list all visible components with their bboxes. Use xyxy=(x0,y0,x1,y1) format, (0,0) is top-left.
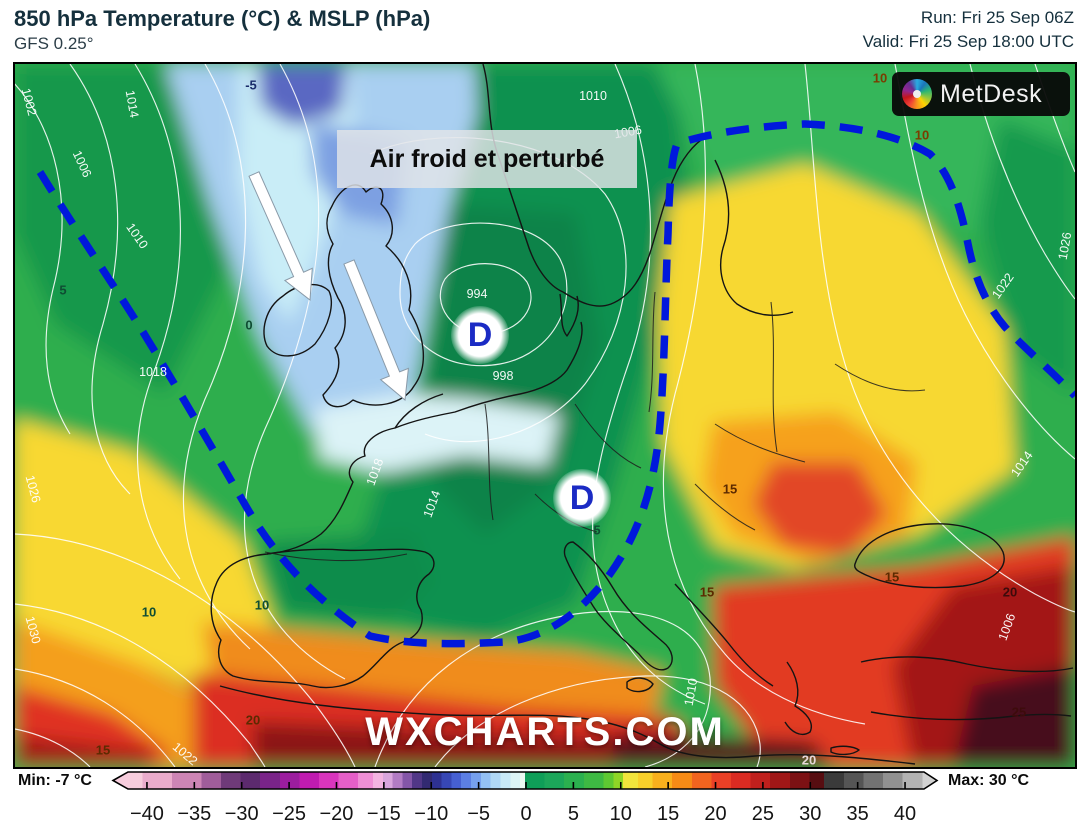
colorbar-tick-label: −25 xyxy=(272,803,306,825)
weather-map: 1002 1014 1006 1010 1018 1026 1030 1022 1018 1014… xyxy=(13,62,1077,769)
page-title: 850 hPa Temperature (°C) & MSLP (hPa) xyxy=(14,6,431,31)
coastlines xyxy=(210,64,1074,765)
colorbar-tick-label: 5 xyxy=(568,803,579,825)
country-borders xyxy=(264,291,926,562)
run-valid-info: Run: Fri 25 Sep 06Z Valid: Fri 25 Sep 18… xyxy=(863,6,1074,54)
colorbar-tick-label: −5 xyxy=(467,803,490,825)
colorbar-min-label: Min: -7 °C xyxy=(18,772,92,789)
colorbar-tick-label: 40 xyxy=(894,803,916,825)
annotation-box: Air froid et perturbé xyxy=(337,130,637,188)
cold-air-arrow-icon xyxy=(248,171,313,301)
low-pressure-marker: D xyxy=(451,306,509,364)
pinwheel-icon xyxy=(902,79,932,109)
colorbar-tick-label: 15 xyxy=(657,803,679,825)
low-pressure-letter: D xyxy=(569,478,595,517)
colorbar-tick-label: −35 xyxy=(177,803,211,825)
colorbar-tick-label: −40 xyxy=(130,803,164,825)
colorbar-bar xyxy=(111,771,939,790)
colorbar-max-label: Max: 30 °C xyxy=(948,772,1030,789)
colorbar-tick-label: 10 xyxy=(610,803,632,825)
colorbar-tick-label: −15 xyxy=(367,803,401,825)
colorbar-tick-label: 20 xyxy=(704,803,726,825)
metdesk-logo: MetDesk xyxy=(892,72,1070,116)
valid-label: Valid: Fri 25 Sep 18:00 UTC xyxy=(862,32,1074,51)
colorbar-tick-label: 30 xyxy=(799,803,821,825)
colorbar: −40 −35 −30 −25 −20 −15 −10 −5 0 5 10 15 20 25 30 35 40 xyxy=(111,771,939,825)
run-label: Run: Fri 25 Sep 06Z xyxy=(920,8,1074,27)
model-label: GFS 0.25° xyxy=(14,34,94,53)
colorbar-tick-label: 35 xyxy=(847,803,869,825)
low-pressure-marker: D xyxy=(553,469,611,527)
colorbar-tick-label: −10 xyxy=(414,803,448,825)
watermark: WXCHARTS.COM xyxy=(365,710,725,754)
isobar-lines xyxy=(15,64,1075,767)
colorbar-tick-label: −20 xyxy=(320,803,354,825)
cold-front-dashed-line xyxy=(36,120,1075,648)
colorbar-tick-label: 25 xyxy=(752,803,774,825)
low-pressure-letter: D xyxy=(467,315,493,354)
logo-text: MetDesk xyxy=(940,79,1043,108)
colorbar-tick-label: 0 xyxy=(520,803,531,825)
colorbar-tick-label: −30 xyxy=(225,803,259,825)
cold-air-arrow-icon xyxy=(343,259,409,401)
